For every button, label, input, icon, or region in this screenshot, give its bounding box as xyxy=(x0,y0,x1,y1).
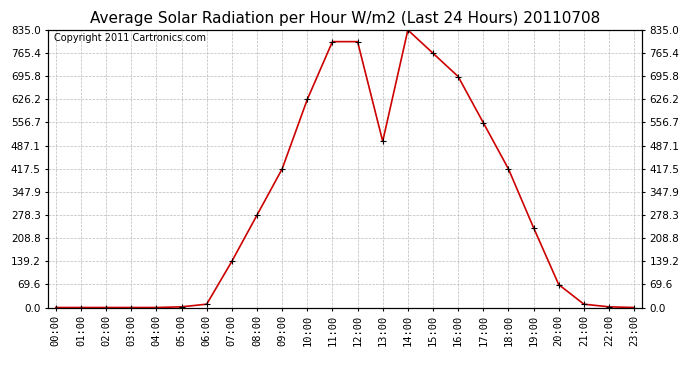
Text: Copyright 2011 Cartronics.com: Copyright 2011 Cartronics.com xyxy=(55,33,206,43)
Text: Average Solar Radiation per Hour W/m2 (Last 24 Hours) 20110708: Average Solar Radiation per Hour W/m2 (L… xyxy=(90,11,600,26)
